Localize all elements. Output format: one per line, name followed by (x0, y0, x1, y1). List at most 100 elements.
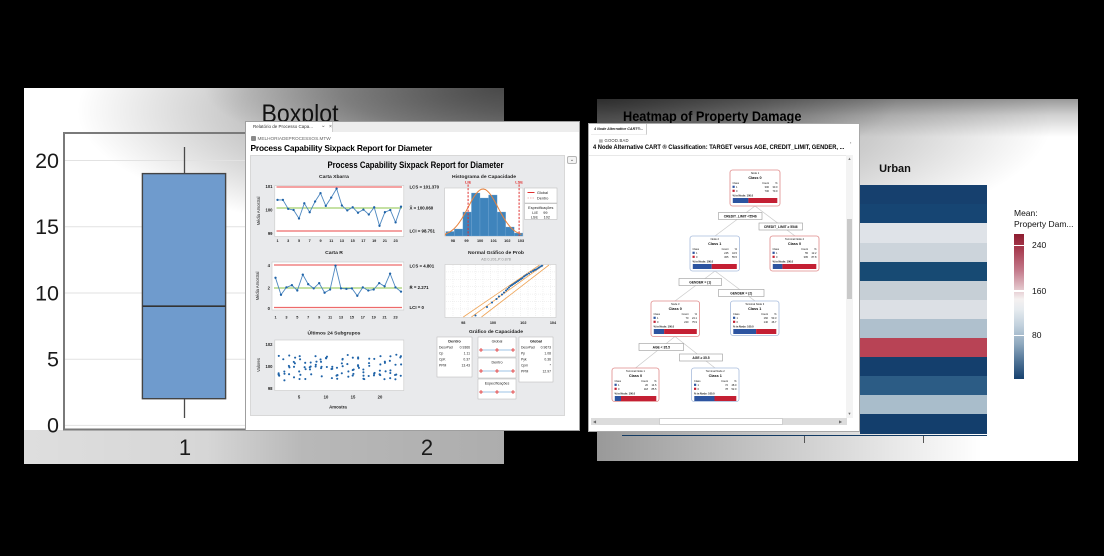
svg-text:102: 102 (544, 216, 550, 220)
svg-text:102: 102 (504, 239, 510, 243)
svg-text:LCI = 98.751: LCI = 98.751 (409, 229, 435, 234)
svg-text:Class 1: Class 1 (709, 374, 722, 378)
svg-text:0: 0 (268, 306, 271, 311)
svg-text:%: % (735, 247, 738, 251)
svg-text:Count: Count (722, 247, 729, 251)
svg-text:48.0: 48.0 (731, 383, 737, 387)
svg-text:0: 0 (776, 255, 778, 259)
svg-text:1: 1 (274, 315, 276, 319)
svg-text:11: 11 (329, 239, 333, 243)
svg-text:Class: Class (693, 247, 700, 251)
svg-text:Global: Global (537, 191, 548, 195)
svg-text:CpK: CpK (439, 357, 446, 361)
svg-text:23: 23 (393, 239, 397, 243)
svg-text:% in Node: 100.0: % in Node: 100.0 (694, 391, 715, 395)
svg-text:X̄ = 100.060: X̄ = 100.060 (409, 206, 433, 211)
svg-text:245: 245 (724, 251, 729, 255)
svg-text:75.9: 75.9 (692, 320, 698, 324)
svg-text:Class 1: Class 1 (708, 242, 721, 246)
svg-text:85.5: 85.5 (651, 387, 657, 391)
svg-text:1: 1 (179, 435, 191, 460)
svg-text:14.5: 14.5 (651, 383, 657, 387)
svg-text:Count: Count (762, 181, 769, 185)
svg-text:LCI = 0: LCI = 0 (409, 305, 424, 310)
svg-text:1: 1 (736, 185, 738, 189)
svg-text:Global: Global (530, 338, 542, 343)
svg-text:Class 1: Class 1 (748, 307, 761, 311)
svg-text:R̄ = 2.271: R̄ = 2.271 (409, 285, 429, 290)
svg-text:CREDIT_LIMIT ≥ 5546: CREDIT_LIMIT ≥ 5546 (764, 225, 798, 229)
svg-text:3: 3 (285, 315, 287, 319)
svg-text:0: 0 (736, 189, 738, 193)
svg-text:99: 99 (464, 239, 468, 243)
svg-text:24.1: 24.1 (692, 316, 698, 320)
svg-text:44.5: 44.5 (732, 251, 738, 255)
svg-text:Count: Count (761, 312, 768, 316)
svg-text:1: 1 (696, 251, 698, 255)
svg-text:Class 0: Class 0 (669, 307, 682, 311)
svg-text:Count: Count (801, 247, 808, 251)
svg-text:118: 118 (644, 387, 649, 391)
svg-text:15: 15 (350, 315, 354, 319)
svg-text:Class: Class (654, 312, 661, 316)
svg-text:AGE ≥ 35.5: AGE ≥ 35.5 (692, 356, 709, 360)
svg-text:20: 20 (378, 394, 383, 399)
svg-text:20: 20 (645, 383, 648, 387)
svg-text:Class 0: Class 0 (788, 242, 801, 246)
svg-text:LIE: LIE (532, 211, 538, 215)
svg-text:%: % (814, 247, 817, 251)
svg-text:LIE: LIE (465, 180, 472, 185)
svg-text:10: 10 (324, 394, 329, 399)
svg-text:Process Capability Sixpack Rep: Process Capability Sixpack Report for Di… (327, 160, 503, 171)
svg-text:70: 70 (686, 316, 689, 320)
svg-text:0: 0 (618, 387, 620, 391)
svg-text:Cp: Cp (439, 351, 443, 355)
svg-text:Class: Class (694, 379, 701, 383)
svg-text:102: 102 (265, 342, 273, 347)
svg-text:1: 1 (737, 316, 739, 320)
svg-text:11: 11 (328, 315, 332, 319)
svg-text:102: 102 (520, 321, 526, 325)
svg-text:15: 15 (35, 215, 59, 239)
svg-text:LCS = 4.801: LCS = 4.801 (409, 264, 434, 269)
svg-text:0: 0 (657, 320, 659, 324)
svg-text:0.9366: 0.9366 (460, 345, 470, 349)
svg-text:10: 10 (35, 282, 59, 306)
svg-text:1: 1 (698, 383, 700, 387)
svg-text:15: 15 (351, 239, 355, 243)
svg-text:0.9673: 0.9673 (541, 345, 551, 349)
svg-text:87.8: 87.8 (811, 255, 817, 259)
svg-text:101: 101 (265, 184, 273, 189)
svg-text:Class: Class (615, 379, 622, 383)
svg-text:17: 17 (361, 239, 365, 243)
svg-text:12.2: 12.2 (811, 251, 817, 255)
svg-text:Gráfico de Capacidade: Gráfico de Capacidade (469, 329, 523, 335)
svg-text:CREDIT_LIMIT <5546: CREDIT_LIMIT <5546 (724, 214, 757, 218)
svg-text:Últimos 24 Subgrupos: Últimos 24 Subgrupos (308, 329, 361, 336)
svg-text:Count: Count (682, 312, 689, 316)
svg-text:Class: Class (733, 181, 740, 185)
svg-text:Dentro: Dentro (491, 360, 502, 364)
svg-text:72: 72 (725, 383, 728, 387)
svg-text:100: 100 (265, 364, 273, 369)
svg-text:305: 305 (724, 255, 729, 259)
svg-text:Terminal Node 1: Terminal Node 1 (626, 369, 645, 373)
svg-text:Amostra: Amostra (329, 404, 347, 409)
svg-text:0.37: 0.37 (463, 357, 470, 361)
svg-text:%: % (734, 379, 737, 383)
svg-text:13.43: 13.43 (462, 363, 471, 367)
svg-text:55.5: 55.5 (732, 255, 738, 259)
svg-text:Cpm: Cpm (521, 363, 528, 367)
svg-text:1: 1 (276, 239, 278, 243)
svg-text:101: 101 (491, 239, 497, 243)
svg-text:0.36: 0.36 (544, 357, 551, 361)
svg-text:30.0: 30.0 (772, 185, 778, 189)
svg-text:700: 700 (765, 189, 770, 193)
svg-text:% in Node: 100.0: % in Node: 100.0 (733, 193, 754, 197)
svg-text:Carta R: Carta R (325, 250, 343, 256)
svg-text:Terminal Node 3: Terminal Node 3 (745, 302, 764, 306)
svg-text:AD:0.201,P:0.878: AD:0.201,P:0.878 (481, 258, 511, 262)
svg-text:21: 21 (383, 239, 387, 243)
svg-text:GENDER = (1): GENDER = (1) (689, 280, 711, 284)
svg-text:Class: Class (733, 312, 740, 316)
